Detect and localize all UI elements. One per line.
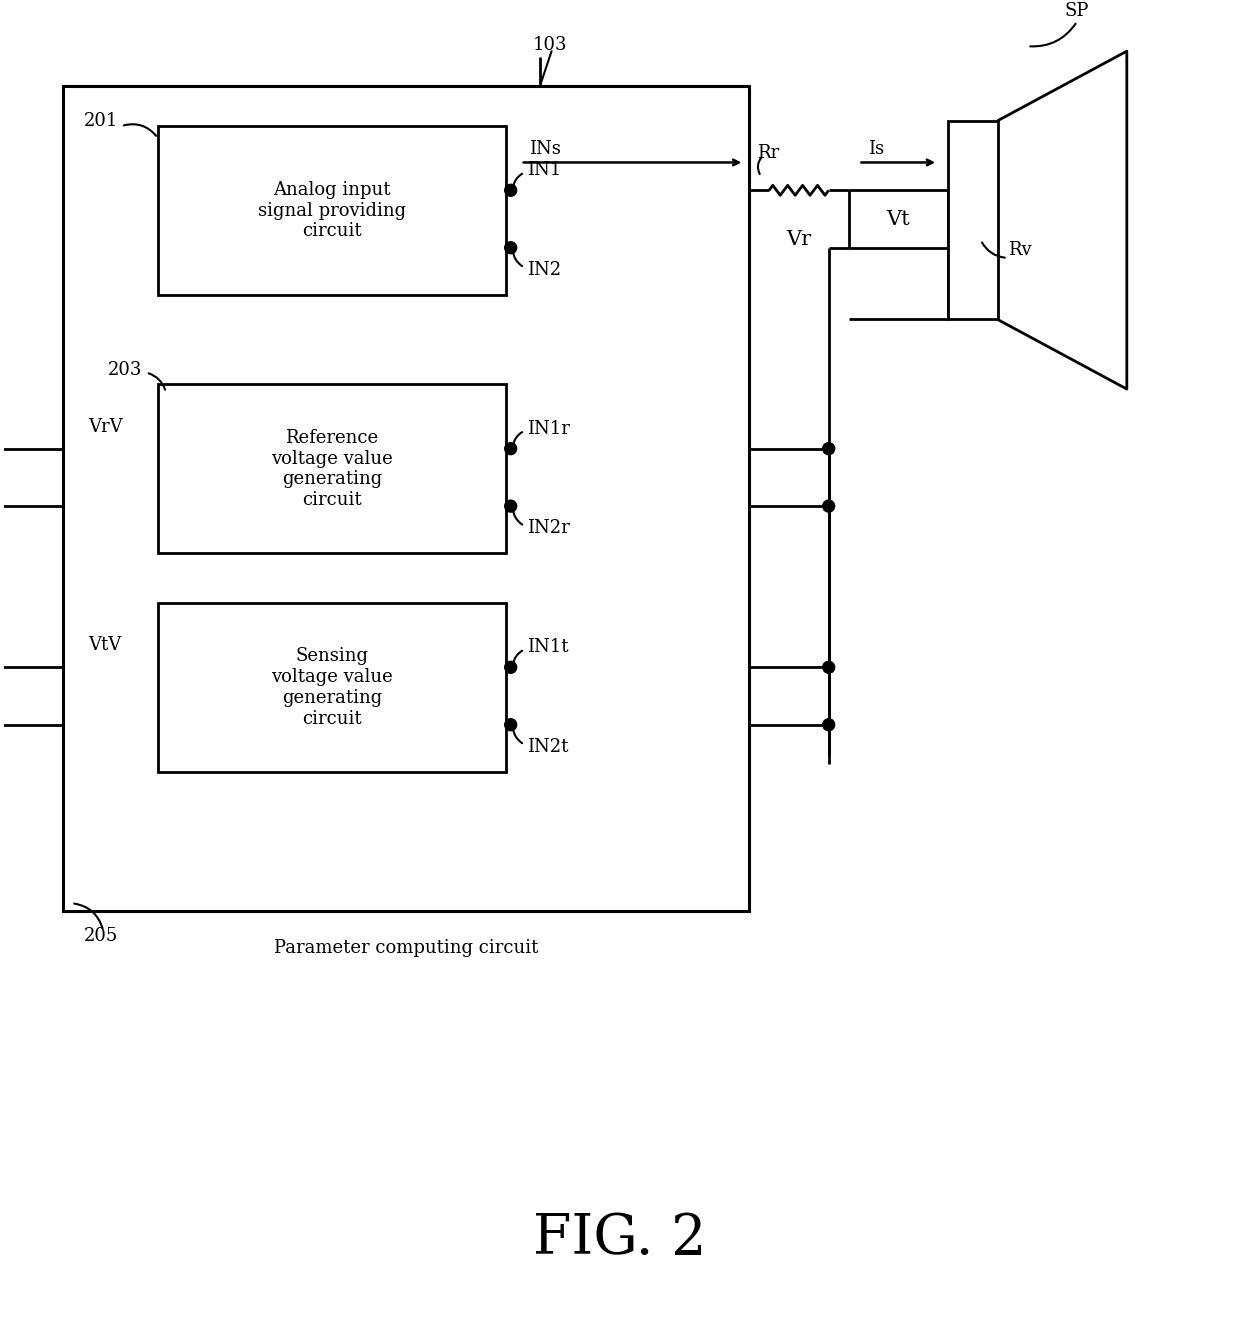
Bar — [157, 385, 506, 554]
Text: Rv: Rv — [1008, 241, 1032, 258]
Text: 201: 201 — [83, 112, 118, 130]
Circle shape — [505, 241, 517, 253]
Text: IN2: IN2 — [527, 261, 560, 278]
Bar — [63, 87, 749, 911]
Text: Rr: Rr — [758, 144, 779, 162]
Text: VtV: VtV — [88, 637, 122, 655]
Text: FIG. 2: FIG. 2 — [533, 1211, 707, 1267]
Bar — [157, 604, 506, 772]
Text: IN1t: IN1t — [527, 638, 568, 656]
Text: Sensing
voltage value
generating
circuit: Sensing voltage value generating circuit — [270, 647, 393, 728]
Circle shape — [505, 500, 517, 513]
Circle shape — [822, 718, 835, 730]
Text: 205: 205 — [83, 927, 118, 945]
Text: 103: 103 — [533, 36, 568, 54]
Text: Vr: Vr — [786, 231, 811, 249]
Circle shape — [822, 443, 835, 455]
Text: Reference
voltage value
generating
circuit: Reference voltage value generating circu… — [270, 428, 393, 509]
Text: Is: Is — [868, 140, 884, 158]
Text: IN2t: IN2t — [527, 738, 568, 755]
Circle shape — [822, 500, 835, 513]
Circle shape — [505, 443, 517, 455]
Circle shape — [505, 718, 517, 730]
Text: IN2r: IN2r — [527, 519, 569, 536]
Circle shape — [505, 185, 517, 196]
Text: Vt: Vt — [887, 210, 910, 228]
Text: Parameter computing circuit: Parameter computing circuit — [274, 938, 538, 957]
Text: IN1r: IN1r — [527, 420, 569, 438]
Text: IN1: IN1 — [527, 161, 560, 179]
Bar — [947, 121, 998, 319]
Text: VrV: VrV — [88, 418, 123, 436]
Bar — [157, 127, 506, 295]
Circle shape — [822, 662, 835, 673]
Text: INs: INs — [528, 140, 560, 158]
Text: Analog input
signal providing
circuit: Analog input signal providing circuit — [258, 181, 405, 240]
Text: 203: 203 — [108, 361, 143, 378]
Text: SP: SP — [1065, 3, 1089, 20]
Circle shape — [505, 662, 517, 673]
